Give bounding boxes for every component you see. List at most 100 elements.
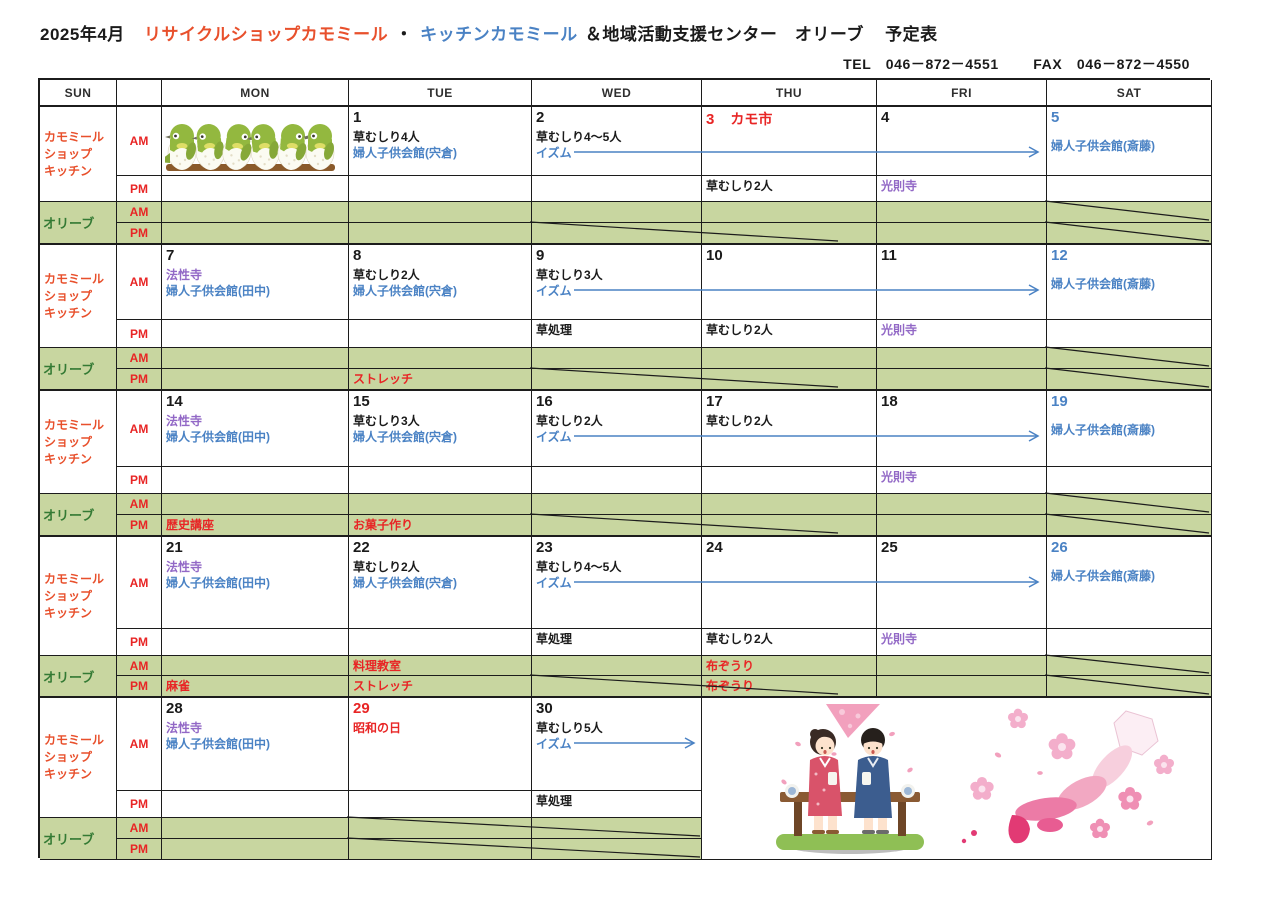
day-number: 19	[1051, 393, 1068, 410]
olive-event-text: お菓子作り	[353, 518, 414, 532]
event-text: 草むしり2人	[706, 414, 773, 428]
day-number: 12	[1051, 247, 1068, 264]
pm-label-week1: PM	[117, 176, 162, 202]
olive-pm-cell-tue-week5	[349, 839, 532, 860]
olive-am-cell-wed-week1	[532, 202, 702, 223]
event-text: 草むしり2人	[706, 632, 773, 646]
day-pm-cell-thu-week4: 草むしり2人	[702, 629, 877, 656]
olive-am-cell-wed-week5	[532, 818, 702, 839]
olive-pm-cell-thu-week1	[702, 223, 877, 244]
day-cell-fri-week3: 18	[877, 390, 1047, 467]
day-header-sun: SUN	[40, 80, 117, 106]
day-pm-cell-thu-week3	[702, 467, 877, 494]
event-text: 婦人子供会館(斎藤)	[1051, 139, 1155, 153]
day-pm-cell-sat-week2	[1047, 320, 1212, 348]
day-number-line: 16	[536, 393, 697, 413]
olive-event-text: 布ぞうり	[706, 659, 755, 673]
olive-pm-cell-tue-week4: ストレッチ	[349, 676, 532, 697]
event-text: イズム	[536, 576, 572, 590]
olive-pm-cell-mon-week4: 麻雀	[162, 676, 349, 697]
day-number-line: 19	[1051, 393, 1207, 413]
day-header-fri: FRI	[877, 80, 1047, 106]
day-number: 9	[536, 247, 545, 264]
event-text: 草むしり2人	[536, 414, 603, 428]
day-number-line: 24	[706, 539, 872, 559]
olive-am-cell-fri-week1	[877, 202, 1047, 223]
am-label-week4: AM	[117, 536, 162, 629]
olive-am-cell-fri-week3	[877, 494, 1047, 515]
day-pm-cell-mon-week3	[162, 467, 349, 494]
event-text: 草処理	[536, 632, 573, 646]
day-number-line: 9	[536, 247, 697, 267]
day-number: 5	[1051, 109, 1060, 126]
day-header-ampm	[117, 80, 162, 106]
olive-am-cell-sat-week2	[1047, 348, 1212, 369]
day-cell-wed-week1: 2 草むしり4～5人 イズム	[532, 106, 702, 176]
day-number-line: 17	[706, 393, 872, 413]
olive-row-label-week1: オリーブ	[40, 202, 117, 244]
olive-am-cell-mon-week2	[162, 348, 349, 369]
day-number-line: 26	[1051, 539, 1207, 559]
day-pm-cell-wed-week2: 草処理	[532, 320, 702, 348]
day-number: 11	[881, 247, 897, 264]
olive-am-cell-wed-week2	[532, 348, 702, 369]
day-cell-fri-week4: 25	[877, 536, 1047, 629]
olive-event-text: 布ぞうり	[706, 679, 755, 693]
day-header-wed: WED	[532, 80, 702, 106]
day-number-line: 25	[881, 539, 1042, 559]
day-cell-wed-week4: 23 草むしり4～5人 イズム	[532, 536, 702, 629]
day-cell-thu-week3: 17 草むしり2人	[702, 390, 877, 467]
olive-pm-cell-fri-week2	[877, 369, 1047, 390]
day-number: 22	[353, 539, 370, 556]
olive-am-cell-mon-week3	[162, 494, 349, 515]
pm-label-week2: PM	[117, 320, 162, 348]
olive-am-cell-thu-week4: 布ぞうり	[702, 656, 877, 676]
kamomiru-row-label-week3: カモミール ショップ キッチン	[40, 390, 117, 494]
day-cell-sat-week2: 12 婦人子供会館(斎藤)	[1047, 244, 1212, 320]
event-text: 法性寺	[166, 268, 203, 282]
day-pm-cell-mon-week2	[162, 320, 349, 348]
day-number: 16	[536, 393, 553, 410]
day-cell-tue-week4: 22 草むしり2人婦人子供会館(宍倉)	[349, 536, 532, 629]
olive-pm-label-week5: PM	[117, 839, 162, 860]
olive-pm-label-week1: PM	[117, 223, 162, 244]
kamomiru-label-line: キッチン	[44, 305, 93, 320]
day-number-line: 18	[881, 393, 1042, 413]
olive-am-cell-sat-week3	[1047, 494, 1212, 515]
olive-pm-cell-sat-week4	[1047, 676, 1212, 697]
event-text: 婦人子供会館(宍倉)	[353, 146, 457, 160]
am-label-week3: AM	[117, 390, 162, 467]
fax-number: FAX 046－872－4550	[1033, 56, 1190, 72]
day-pm-cell-wed-week1	[532, 176, 702, 202]
olive-pm-label-week2: PM	[117, 369, 162, 390]
page-title: 2025年4月 リサイクルショップカモミール ・ キッチンカモミール ＆地域活動…	[40, 20, 940, 45]
day-number-line: 8	[353, 247, 527, 267]
day-number-line: 2	[536, 109, 697, 129]
day-pm-cell-wed-week4: 草処理	[532, 629, 702, 656]
kamomiru-label-line: カモミール	[44, 129, 105, 144]
kamomiru-row-label-week2: カモミール ショップ キッチン	[40, 244, 117, 348]
olive-pm-cell-mon-week3: 歴史講座	[162, 515, 349, 536]
day-pm-cell-tue-week3	[349, 467, 532, 494]
day-number: 3	[706, 111, 715, 128]
olive-am-cell-tue-week3	[349, 494, 532, 515]
olive-event-text: 歴史講座	[166, 518, 215, 532]
day-cell-wed-week3: 16 草むしり2人 イズム	[532, 390, 702, 467]
day-number: 25	[881, 539, 898, 556]
day-cell-tue-week2: 8 草むしり2人 婦人子供会館(宍倉)	[349, 244, 532, 320]
day-cell-tue-week1: 1 草むしり4人 婦人子供会館(宍倉)	[349, 106, 532, 176]
day-number-line: 23	[536, 539, 697, 559]
day-number-line: 29	[353, 700, 527, 720]
event-text: 草むしり2人	[353, 560, 420, 574]
day-pm-cell-thu-week1: 草むしり2人	[702, 176, 877, 202]
event-text: 草むしり3人	[353, 414, 420, 428]
event-text: 草むしり2人	[353, 268, 420, 282]
schedule-calendar: SUN MON TUE WED THU FRI SAT カモミール ショップ キッチン オリーブ AM…	[38, 78, 1212, 860]
white-eye-birds-illustration	[158, 115, 337, 182]
event-text: 光則寺	[881, 470, 918, 484]
kamomiru-label-line: ショップ	[44, 750, 93, 764]
event-text: 婦人子供会館(宍倉)	[353, 576, 457, 590]
olive-am-cell-sat-week4	[1047, 656, 1212, 676]
day-header-tue: TUE	[349, 80, 532, 106]
